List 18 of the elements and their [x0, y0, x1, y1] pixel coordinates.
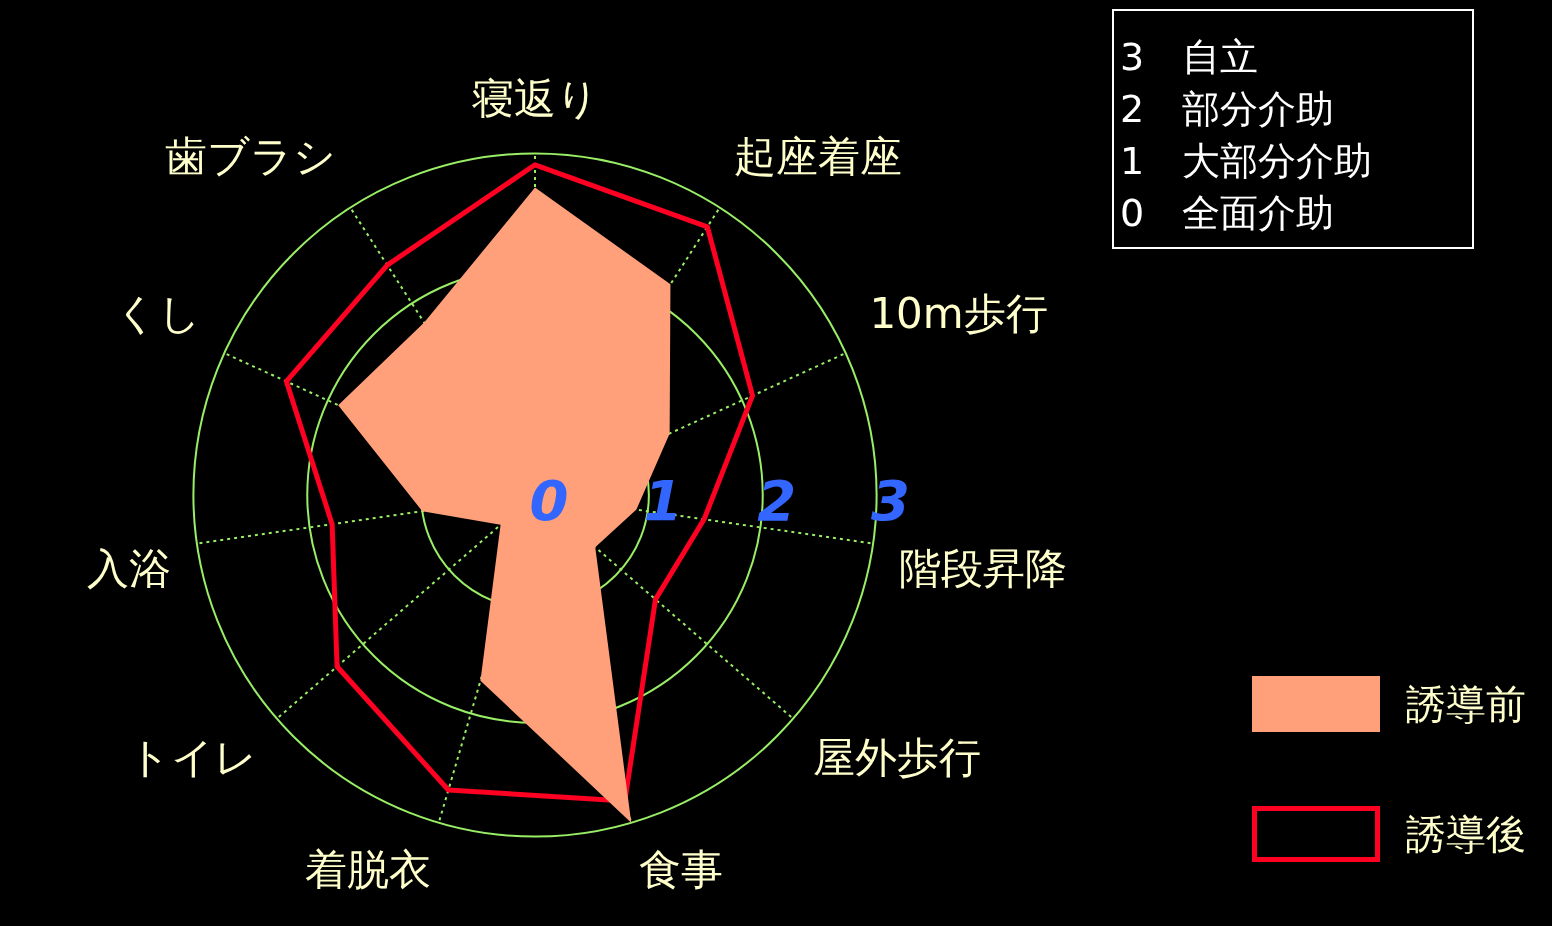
text: 3 自立 — [1120, 34, 1260, 81]
spoke-label: 起座着座 — [733, 132, 902, 182]
spoke-label: 入浴 — [87, 544, 172, 594]
spoke-label: 歯ブラシ — [165, 132, 337, 182]
text: 2 部分介助 — [1120, 86, 1336, 133]
spoke-label: トイレ — [128, 732, 258, 782]
spoke-label: 階段昇降 — [898, 544, 1067, 594]
spoke-label: 10m歩行 — [869, 289, 1048, 338]
y-tick-label: 0 — [529, 467, 569, 533]
legend-label: 誘導前 — [1406, 679, 1526, 729]
text: 1 大部分介助 — [1120, 138, 1374, 185]
legend-label: 誘導後 — [1406, 809, 1526, 859]
spoke-label: 寝返り — [471, 74, 599, 124]
spoke-label: 着脱衣 — [305, 844, 432, 894]
spoke-label: くし — [114, 289, 201, 338]
spoke-label: 食事 — [638, 844, 723, 894]
spoke-label: 屋外歩行 — [812, 732, 981, 782]
text: 0 全面介助 — [1120, 190, 1336, 237]
